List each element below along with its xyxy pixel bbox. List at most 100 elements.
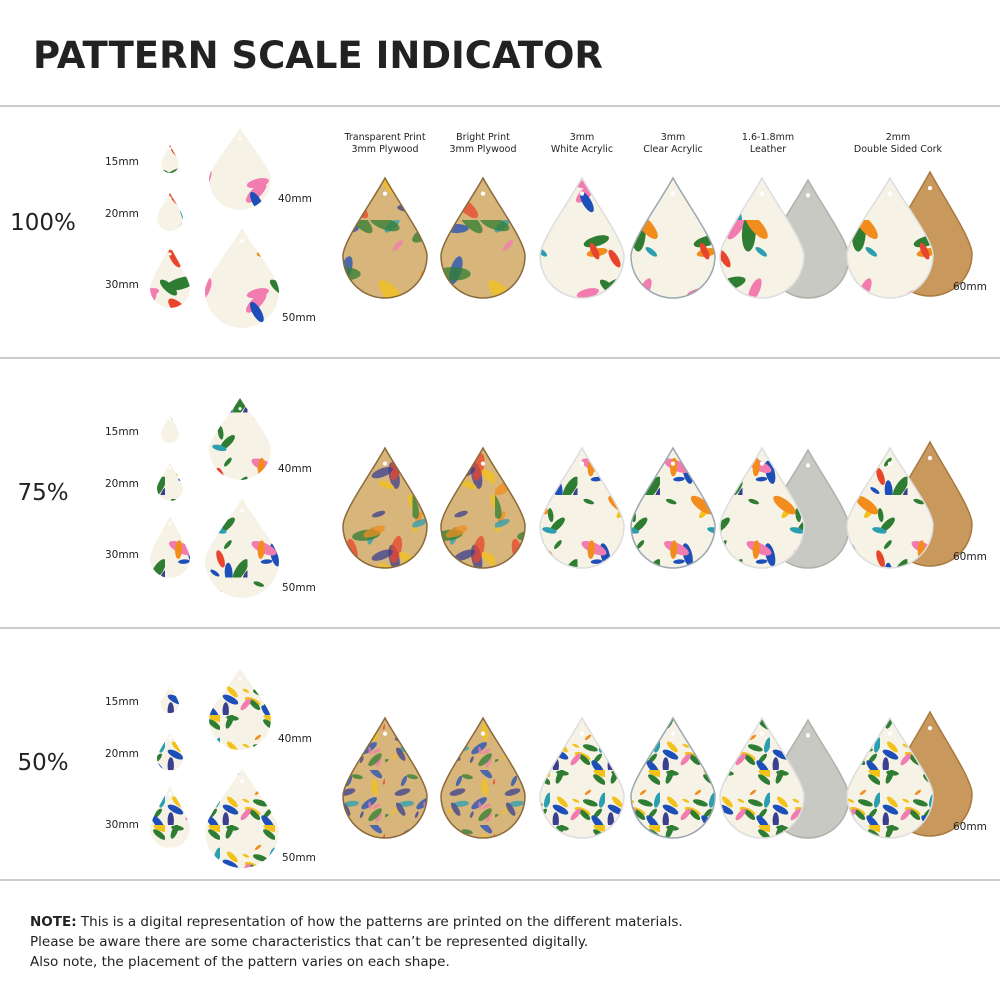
hole bbox=[670, 731, 676, 736]
hole bbox=[579, 731, 585, 736]
material-shape bbox=[719, 716, 805, 839]
material-label: Double Sided Cork bbox=[854, 144, 943, 155]
material-label: Bright Print bbox=[456, 132, 510, 143]
hole bbox=[805, 463, 811, 468]
sample-shape bbox=[209, 128, 271, 210]
size-label: 15mm bbox=[105, 426, 139, 438]
sample-shape bbox=[150, 246, 190, 308]
material-shape bbox=[440, 446, 526, 569]
size-label: 20mm bbox=[105, 748, 139, 760]
material-label: 3mm bbox=[661, 132, 686, 143]
material-shape bbox=[440, 716, 526, 839]
hole bbox=[238, 407, 242, 411]
note-label: NOTE: bbox=[30, 914, 77, 930]
sample-shape bbox=[161, 685, 179, 713]
hole bbox=[805, 733, 811, 738]
sample-shape bbox=[157, 193, 183, 231]
hole bbox=[168, 736, 172, 740]
note-line: Please be aware there are some character… bbox=[30, 934, 588, 950]
sample-shape bbox=[205, 498, 279, 598]
size-label: 30mm bbox=[105, 819, 139, 831]
sample-shape bbox=[209, 398, 271, 480]
material-label: 1.6-1.8mm bbox=[742, 132, 794, 143]
material-label: Leather bbox=[750, 144, 786, 155]
material-shape bbox=[846, 716, 934, 839]
size-label: 40mm bbox=[278, 463, 312, 475]
hole bbox=[927, 186, 933, 191]
hole bbox=[805, 193, 811, 198]
sample-shape bbox=[161, 415, 179, 443]
hole bbox=[927, 456, 933, 461]
size-label: 40mm bbox=[278, 193, 312, 205]
material-shape bbox=[846, 446, 934, 569]
hole bbox=[168, 252, 172, 256]
sample-shape bbox=[150, 516, 190, 578]
page-title: PATTERN SCALE INDICATOR bbox=[33, 34, 603, 77]
material-shape bbox=[630, 716, 716, 839]
size-label: 40mm bbox=[278, 733, 312, 745]
hole bbox=[887, 461, 893, 466]
hole bbox=[927, 726, 933, 731]
hole bbox=[670, 191, 676, 196]
material-label: Transparent Print bbox=[343, 132, 425, 143]
material-label: 3mm Plywood bbox=[352, 144, 419, 155]
material-shape bbox=[342, 176, 428, 299]
sample-shape bbox=[161, 145, 179, 173]
sample-shape bbox=[157, 463, 183, 501]
hole bbox=[240, 239, 244, 243]
hole bbox=[579, 461, 585, 466]
hole bbox=[579, 191, 585, 196]
material-shape bbox=[539, 716, 625, 839]
material-label: 3mm bbox=[570, 132, 595, 143]
material-shape bbox=[342, 446, 428, 569]
hole bbox=[759, 191, 765, 196]
sample-shape bbox=[157, 733, 183, 771]
size-label: 60mm bbox=[953, 281, 987, 293]
sample-shape bbox=[209, 668, 271, 750]
hole bbox=[168, 466, 172, 470]
size-label: 15mm bbox=[105, 696, 139, 708]
hole bbox=[240, 509, 244, 513]
hole bbox=[480, 731, 486, 736]
hole bbox=[480, 461, 486, 466]
hole bbox=[168, 792, 172, 796]
hole bbox=[759, 461, 765, 466]
material-shape bbox=[539, 176, 625, 299]
size-label: 60mm bbox=[953, 821, 987, 833]
size-label: 50mm bbox=[282, 852, 316, 864]
hole bbox=[168, 687, 172, 691]
sample-shape bbox=[205, 228, 279, 328]
hole bbox=[168, 196, 172, 200]
material-label: Clear Acrylic bbox=[643, 144, 702, 155]
size-label: 20mm bbox=[105, 208, 139, 220]
hole bbox=[240, 779, 244, 783]
material-shape bbox=[846, 176, 934, 299]
scale-label: 50% bbox=[17, 750, 68, 776]
hole bbox=[168, 147, 172, 151]
note-text: This is a digital representation of how … bbox=[80, 914, 683, 930]
hole bbox=[887, 191, 893, 196]
material-shape bbox=[342, 716, 428, 839]
material-shape bbox=[630, 446, 716, 569]
size-label: 15mm bbox=[105, 156, 139, 168]
material-shape bbox=[719, 176, 805, 299]
material-shape bbox=[440, 176, 526, 299]
hole bbox=[480, 191, 486, 196]
hole bbox=[382, 461, 388, 466]
hole bbox=[670, 461, 676, 466]
material-shape bbox=[539, 446, 625, 569]
material-shape bbox=[630, 176, 716, 299]
note-line: Also note, the placement of the pattern … bbox=[30, 954, 450, 970]
scale-label: 75% bbox=[17, 480, 68, 506]
size-label: 50mm bbox=[282, 582, 316, 594]
material-label: 2mm bbox=[886, 132, 911, 143]
hole bbox=[238, 677, 242, 681]
sample-shape bbox=[150, 786, 190, 848]
hole bbox=[887, 731, 893, 736]
hole bbox=[238, 137, 242, 141]
size-label: 50mm bbox=[282, 312, 316, 324]
material-label: 3mm Plywood bbox=[450, 144, 517, 155]
size-label: 60mm bbox=[953, 551, 987, 563]
